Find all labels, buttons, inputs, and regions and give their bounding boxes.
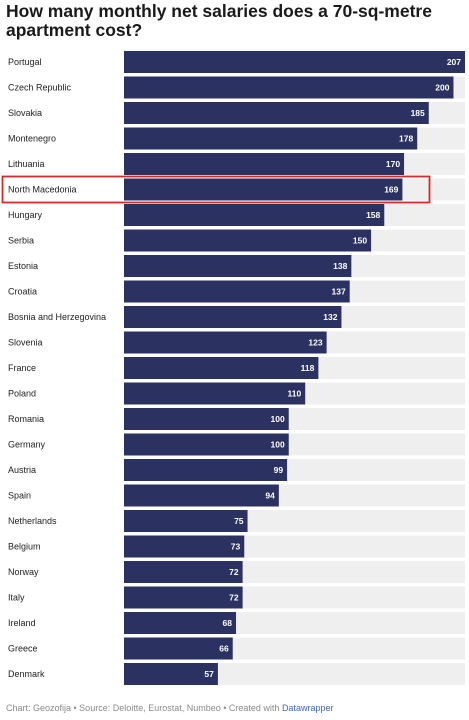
category-label-norway: Norway [8,567,39,577]
bar-ireland [124,612,237,634]
bar-norway [124,561,243,583]
value-label-ireland: 68 [223,618,233,628]
bar-france [124,357,319,379]
category-label-ireland: Ireland [8,618,36,628]
bar-estonia [124,255,352,277]
chart-title: How many monthly net salaries does a 70-… [6,1,432,40]
bar-lithuania [124,153,405,175]
value-label-belgium: 73 [231,542,241,552]
bar-chart: Portugal Czech Republic Slovakia Montenegro… [1,51,465,685]
bar-poland [124,382,306,405]
value-label-lithuania: 170 [386,159,400,169]
value-label-serbia: 150 [353,236,367,246]
category-label-czech-republic: Czech Republic [8,83,72,93]
bar-hungary [124,204,385,226]
value-label-north-macedonia: 169 [384,185,398,195]
bar-slovakia [124,102,429,124]
value-label-austria: 99 [274,465,284,475]
value-label-croatia: 137 [331,287,345,297]
bar-croatia [124,280,350,303]
bar-slovenia [124,331,327,354]
bar-spain [124,484,279,507]
category-label-france: France [8,363,36,373]
bar-italy [124,586,243,609]
value-label-bosnia-and-herzegovina: 132 [323,312,337,322]
category-label-hungary: Hungary [8,210,43,220]
bar-netherlands [124,510,248,532]
category-label-portugal: Portugal [8,57,42,67]
value-label-norway: 72 [229,567,239,577]
bar-czech-republic [124,76,454,99]
value-label-poland: 110 [287,389,301,399]
category-label-slovakia: Slovakia [8,108,42,118]
footer-link[interactable]: Datawrapper [281,703,334,713]
bar-serbia [124,229,372,252]
highlight-box [1,175,431,204]
category-label-croatia: Croatia [8,287,37,297]
value-label-slovenia: 123 [308,338,322,348]
value-label-portugal: 207 [447,57,461,67]
chart-footer: Chart: Geozofija • Source: Deloitte, Eur… [6,703,333,713]
category-label-romania: Romania [8,414,44,424]
category-label-lithuania: Lithuania [8,159,45,169]
category-label-bosnia-and-herzegovina: Bosnia and Herzegovina [8,312,106,322]
category-label-belgium: Belgium [8,542,41,552]
value-label-montenegro: 178 [399,134,413,144]
category-label-estonia: Estonia [8,261,38,271]
category-label-denmark: Denmark [8,669,45,679]
bar-north-macedonia [124,178,403,201]
category-label-greece: Greece [8,644,38,654]
bars [124,51,465,685]
category-label-montenegro: Montenegro [8,134,56,144]
value-label-spain: 94 [265,491,275,501]
category-labels: Portugal Czech Republic Slovakia Montenegro… [8,57,106,679]
value-label-czech-republic: 200 [435,83,449,93]
value-label-greece: 66 [219,644,229,654]
category-label-austria: Austria [8,465,36,475]
bar-austria [124,459,288,481]
category-label-serbia: Serbia [8,236,34,246]
category-label-spain: Spain [8,491,31,501]
bar-denmark [124,663,218,685]
category-label-poland: Poland [8,389,36,399]
bar-montenegro [124,127,418,150]
bar-greece [124,637,233,660]
category-label-slovenia: Slovenia [8,338,43,348]
bar-portugal [124,51,465,73]
value-label-romania: 100 [271,414,285,424]
footer-text: Chart: Geozofija • Source: Deloitte, Eur… [6,703,282,713]
category-label-italy: Italy [8,593,25,603]
value-label-netherlands: 75 [234,516,244,526]
value-label-denmark: 57 [204,669,214,679]
value-label-germany: 100 [271,440,285,450]
bar-bosnia-and-herzegovina [124,306,342,328]
value-label-slovakia: 185 [411,108,425,118]
value-label-hungary: 158 [366,210,380,220]
category-label-netherlands: Netherlands [8,516,57,526]
value-label-france: 118 [301,363,315,373]
bar-romania [124,408,289,430]
value-label-estonia: 138 [333,261,347,271]
bar-belgium [124,535,245,558]
category-label-north-macedonia: North Macedonia [8,185,77,195]
bar-germany [124,433,289,456]
highlight-layer [1,175,431,204]
value-label-italy: 72 [229,593,239,603]
category-label-germany: Germany [8,440,46,450]
value-labels: 207 200 185 178 170 169 158 150 138 137 132 123 118 1… [204,57,461,679]
